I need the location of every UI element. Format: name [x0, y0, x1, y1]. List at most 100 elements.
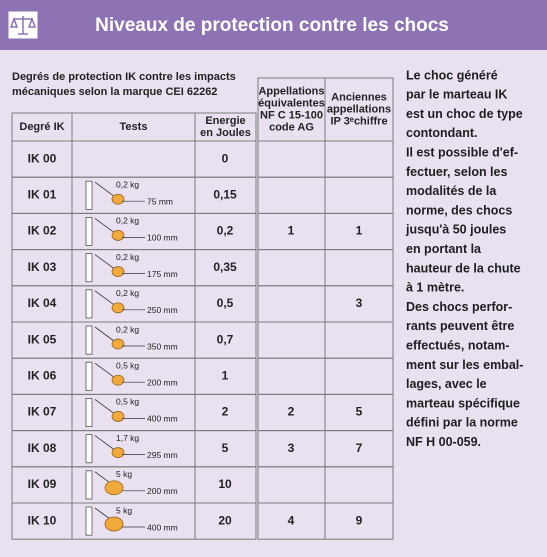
hammer [104, 480, 124, 496]
energy: 20 [218, 513, 232, 527]
hammer [111, 411, 125, 422]
side-text-line: par le marteau IK [406, 88, 507, 102]
drop-height: 175 mm [147, 269, 178, 279]
energy: 0,5 [217, 296, 234, 310]
test-wall [85, 361, 93, 391]
hammer-weight: 1,7 kg [116, 433, 139, 443]
test-wall [85, 180, 93, 210]
test-wall [85, 253, 93, 283]
test-wall [85, 506, 93, 536]
pendulum [94, 254, 115, 269]
side-text-line: défini par la norme [406, 416, 518, 430]
hammer [111, 193, 125, 205]
ag-code: 4 [288, 513, 295, 527]
header-band [0, 0, 547, 50]
ik-level: IK 04 [28, 296, 57, 310]
energy: 5 [222, 441, 229, 455]
cell [257, 285, 326, 323]
header-text: Tests [120, 121, 148, 133]
cell [257, 249, 326, 287]
cell [324, 357, 394, 395]
header-text: Appellations [258, 85, 324, 97]
header-text: Anciennes [331, 91, 387, 103]
ip-code: 1 [356, 224, 363, 238]
header-text: équivalentes [258, 97, 325, 109]
drop-height: 400 mm [147, 414, 178, 424]
drop-height: 100 mm [147, 233, 178, 243]
cell [324, 176, 394, 214]
ip-code: 7 [356, 441, 363, 455]
ik-level: IK 01 [28, 187, 57, 201]
test-wall [85, 289, 93, 319]
side-text-line: NF H 00-059. [406, 435, 481, 449]
ik-level: IK 07 [28, 405, 57, 419]
drop-height: 400 mm [147, 522, 178, 532]
side-text-line: à 1 mètre. [406, 281, 464, 295]
header-text: NF C 15-100 [260, 109, 323, 121]
side-text-line: marteau spécifique [406, 396, 520, 410]
cell [257, 357, 326, 395]
ik-level: IK 02 [28, 224, 57, 238]
side-text-line: ment sur les embal- [406, 358, 523, 372]
side-text-line: norme, des chocs [406, 203, 512, 217]
hammer-weight: 0,5 kg [116, 397, 139, 407]
pendulum [94, 399, 115, 414]
hammer [111, 266, 125, 277]
cell [194, 502, 257, 540]
hammer-weight: 0,2 kg [116, 216, 139, 226]
hammer [111, 338, 125, 350]
ag-code: 2 [288, 405, 295, 419]
ik-level: IK 06 [28, 368, 57, 382]
ip-code: 9 [356, 513, 363, 527]
pendulum [94, 218, 115, 233]
pendulum [94, 435, 115, 450]
side-text-line: Le choc généré [406, 68, 498, 82]
test-wall [85, 434, 93, 464]
hammer [111, 302, 125, 314]
side-text-line: rants peuvent être [406, 319, 514, 333]
hammer-weight: 0,2 kg [116, 252, 139, 262]
table: Degrés de protection IK contre les impac… [11, 71, 394, 540]
ik-level: IK 00 [28, 151, 57, 165]
ik-level: IK 08 [28, 441, 57, 455]
pendulum [94, 507, 111, 520]
test-wall [85, 470, 93, 500]
ik-level: IK 10 [28, 513, 57, 527]
energy: 0 [222, 151, 229, 165]
cell [257, 176, 326, 214]
title: Niveaux de protection contre les chocs [95, 15, 449, 36]
cell [257, 140, 326, 178]
side-text-line: Il est possible d'ef- [406, 145, 518, 159]
ag-code: 1 [288, 224, 295, 238]
cell [324, 140, 394, 178]
side-text-line: modalités de la [406, 184, 497, 198]
ik-level: IK 03 [28, 260, 57, 274]
ip-code: 3 [356, 296, 363, 310]
hammer-weight: 0,2 kg [116, 179, 139, 189]
drop-height: 350 mm [147, 341, 178, 351]
side-text-line: contondant. [406, 126, 478, 140]
hammer [111, 230, 125, 241]
header-text: appellations [327, 103, 391, 115]
header-text: Degré IK [19, 121, 64, 133]
energy: 10 [218, 477, 232, 491]
ik-level: IK 09 [28, 477, 57, 491]
drop-height: 295 mm [147, 450, 178, 460]
side-text-line: est un choc de type [406, 107, 523, 121]
side-text-line: en portant la [406, 242, 482, 256]
drop-height: 75 mm [147, 196, 173, 206]
pendulum [94, 362, 115, 378]
side-text-line: lages, avec le [406, 377, 487, 391]
energy: 0,15 [213, 187, 237, 201]
side-text-line: hauteur de la chute [406, 261, 521, 275]
pendulum [94, 326, 115, 342]
hammer [111, 447, 125, 458]
cell [324, 466, 394, 504]
table-caption: mécaniques selon la marque CEI 62262 [12, 86, 217, 98]
cell [324, 502, 394, 540]
header-text: en Joules [200, 127, 251, 139]
hammer-weight: 5 kg [116, 505, 132, 515]
energy: 0,35 [213, 260, 237, 274]
